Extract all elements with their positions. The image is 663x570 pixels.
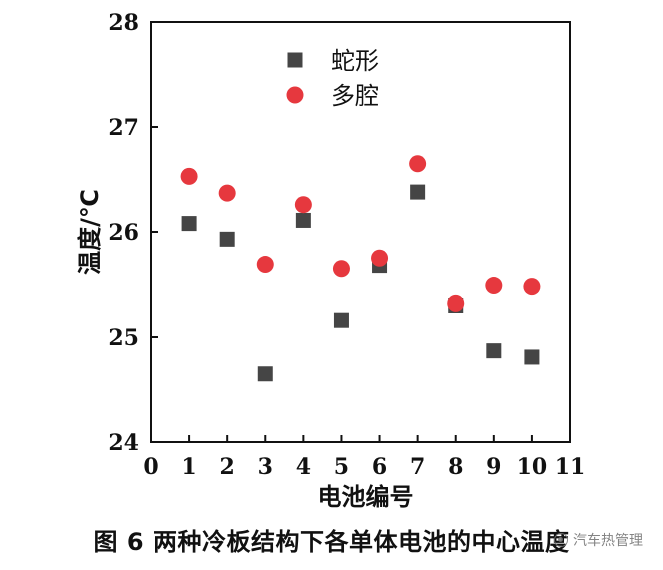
x-tick-label: 5 <box>334 454 349 480</box>
x-axis-label: 电池编号 <box>318 483 414 511</box>
data-point-circle <box>294 196 312 214</box>
y-tick-label: 27 <box>108 115 139 141</box>
data-point-circle <box>409 155 427 173</box>
axes <box>150 21 571 443</box>
data-point-circle <box>218 184 236 202</box>
x-tick-label: 1 <box>181 454 196 480</box>
data-points <box>180 155 541 382</box>
y-axis-label: 温度/℃ <box>76 189 104 275</box>
legend-marker-circle <box>286 86 304 104</box>
data-point-square <box>524 349 540 365</box>
data-point-circle <box>523 278 541 296</box>
data-point-square <box>181 216 197 232</box>
x-tick-label: 6 <box>372 454 387 480</box>
data-point-square <box>486 343 502 359</box>
x-tick-label: 3 <box>258 454 273 480</box>
data-point-square <box>257 366 273 382</box>
data-point-circle <box>485 277 503 295</box>
legend-label: 蛇形 <box>331 47 379 75</box>
axis-labels: 电池编号 温度/℃ <box>76 189 414 511</box>
watermark: 汽车热管理 <box>554 530 643 550</box>
y-tick-label: 24 <box>108 430 139 456</box>
tick-labels: 0 1 2 3 4 5 6 7 8 9 10 11 24 25 26 27 28 <box>108 10 585 480</box>
x-tick-label: 4 <box>296 454 311 480</box>
legend-marker-square <box>287 52 303 68</box>
x-tick-label: 2 <box>220 454 235 480</box>
legend-label: 多腔 <box>331 82 379 110</box>
data-point-square <box>333 312 349 328</box>
figure-caption: 图 6 两种冷板结构下各单体电池的中心温度 <box>93 528 570 556</box>
y-tick-label: 28 <box>108 10 139 36</box>
data-point-square <box>295 212 311 228</box>
y-tick-label: 25 <box>108 325 139 351</box>
data-point-circle <box>447 294 465 312</box>
x-tick-label: 8 <box>448 454 463 480</box>
data-point-circle <box>371 249 389 267</box>
data-point-circle <box>332 260 350 278</box>
x-tick-label: 0 <box>143 454 158 480</box>
data-point-square <box>219 231 235 247</box>
x-tick-label: 9 <box>486 454 501 480</box>
x-tick-label: 11 <box>555 454 586 480</box>
watermark-text: 汽车热管理 <box>573 533 643 549</box>
data-point-square <box>410 184 426 200</box>
data-point-circle <box>256 256 274 274</box>
y-tick-label: 26 <box>108 220 139 246</box>
x-tick-label: 7 <box>410 454 425 480</box>
x-tick-label: 10 <box>517 454 548 480</box>
data-point-circle <box>180 167 198 185</box>
wechat-icon <box>554 533 568 547</box>
